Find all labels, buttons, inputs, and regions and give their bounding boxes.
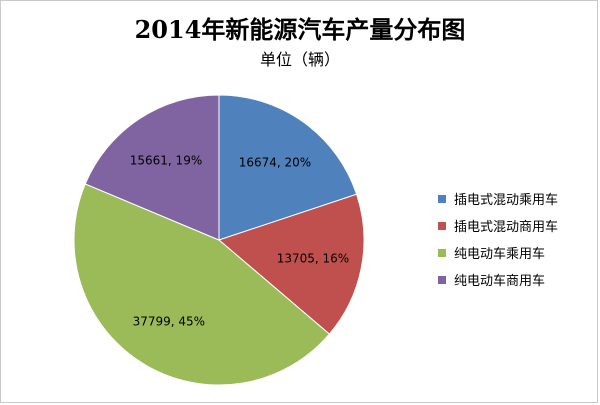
legend-item: 纯电动车乘用车 (438, 239, 558, 266)
legend-label: 纯电动车商用车 (454, 274, 546, 289)
legend-label: 纯电动车乘用车 (454, 247, 546, 262)
legend-label: 插电式混动商用车 (454, 220, 559, 235)
slice-data-label: 16674, 20% (239, 155, 311, 169)
legend-label: 插电式混动乘用车 (454, 193, 559, 208)
legend-swatch (438, 248, 446, 257)
slice-data-label: 37799, 45% (133, 315, 205, 329)
legend-item: 纯电动车商用车 (438, 266, 558, 293)
legend-swatch (438, 221, 446, 230)
pie-slice (73, 183, 331, 386)
legend-item: 插电式混动乘用车 (438, 185, 558, 212)
pie-slice (218, 94, 358, 241)
pie-slice (84, 94, 220, 241)
legend-swatch (438, 194, 446, 203)
chart-subtitle: 单位（辆） (259, 50, 340, 69)
legend: 插电式混动乘用车 插电式混动商用车 纯电动车乘用车 纯电动车商用车 (438, 185, 558, 293)
legend-item: 插电式混动商用车 (438, 212, 558, 239)
slice-data-label: 13705, 16% (277, 251, 349, 265)
pie-slice (218, 193, 365, 335)
chart-title: 2014年新能源汽车产量分布图 (134, 15, 466, 44)
legend-swatch (438, 275, 446, 284)
slice-data-label: 15661, 19% (130, 153, 202, 167)
